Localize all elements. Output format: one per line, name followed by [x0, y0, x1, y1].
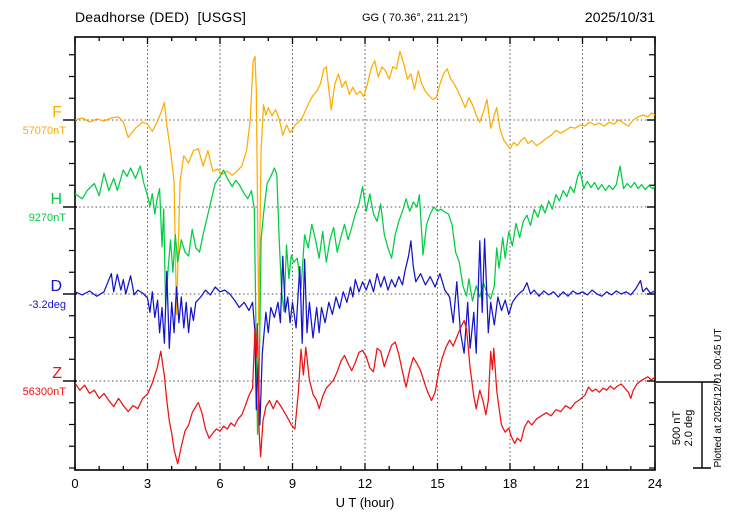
channel-letter-H: H: [50, 191, 62, 208]
channel-letter-Z: Z: [52, 365, 62, 382]
plot-frame: [74, 36, 656, 471]
trace-Z: [75, 319, 655, 465]
scale-bar-label: 500 nT 2.0 deg: [671, 399, 697, 457]
channel-letter-F: F: [52, 104, 62, 121]
plot-date: 2025/10/31: [584, 9, 655, 25]
x-axis-title: U T (hour): [335, 495, 395, 510]
x-tick-label-0: 0: [71, 476, 79, 491]
channel-baseline-value-Z: 56300nT: [22, 386, 66, 398]
station-title: Deadhorse (DED) [USGS]: [75, 9, 247, 25]
trace-D: [75, 238, 655, 426]
channel-baseline-value-D: -3.2deg: [28, 299, 66, 311]
x-tick-label-3: 3: [143, 476, 152, 491]
x-tick-label-6: 6: [216, 476, 224, 491]
trace-H: [75, 165, 655, 435]
channel-baseline-value-H: 9270nT: [28, 212, 66, 224]
trace-F: [75, 50, 655, 326]
x-tick-label-12: 12: [357, 476, 373, 491]
scale-bar-deg: 2.0 deg: [683, 409, 695, 447]
x-tick-label-9: 9: [288, 476, 297, 491]
scale-bar-nt: 500 nT: [671, 410, 683, 446]
channel-letter-D: D: [50, 278, 62, 295]
channel-baseline-value-F: 57070nT: [22, 125, 66, 137]
x-tick-label-24: 24: [647, 476, 663, 491]
x-tick-label-15: 15: [430, 476, 445, 491]
x-tick-label-21: 21: [575, 476, 590, 491]
plotted-at-caption: Plotted at 2025/12/01 00:45 UT: [713, 328, 724, 468]
x-tick-label-18: 18: [502, 476, 518, 491]
geographic-coordinates: GG ( 70.36°, 211.21°): [362, 12, 468, 24]
